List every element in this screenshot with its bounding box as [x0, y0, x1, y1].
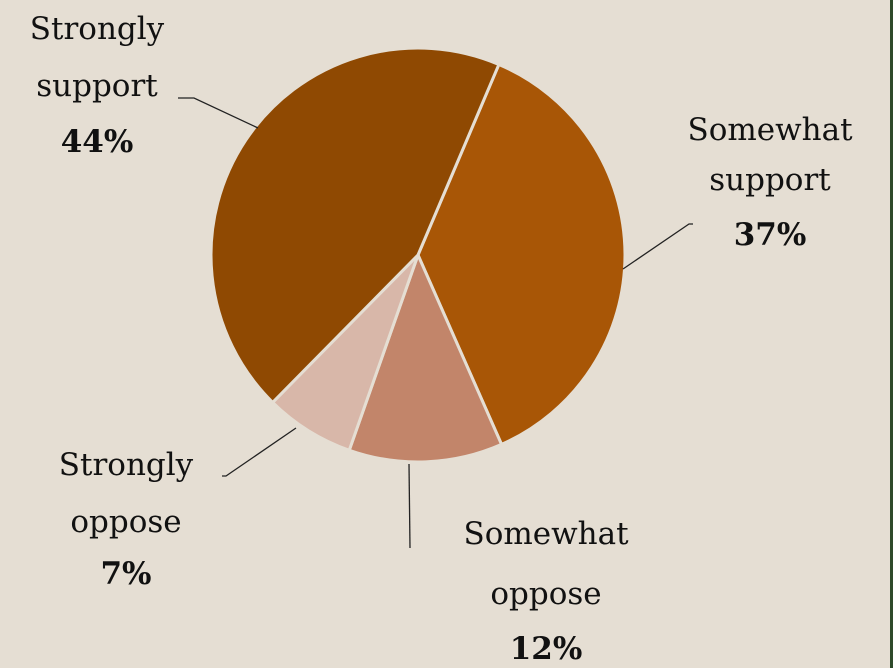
pie-slice-3 — [209, 46, 501, 404]
slice-percent-2: 7% — [100, 556, 151, 592]
leader-line-1 — [408, 463, 411, 549]
leader-line-3 — [178, 97, 259, 129]
slice-percent-3: 44% — [61, 124, 134, 160]
slice-label-2-line-1: oppose — [70, 504, 181, 540]
leader-line-2 — [222, 427, 297, 477]
right-border — [890, 0, 893, 668]
slice-label-1-line-1: oppose — [490, 576, 601, 612]
slice-label-0-line-1: support — [709, 162, 831, 198]
leader-line-0 — [622, 223, 693, 270]
slice-percent-1: 12% — [510, 631, 583, 667]
slice-label-3-line-0: Strongly — [30, 11, 165, 47]
slice-percent-0: 37% — [734, 217, 807, 253]
slice-label-0-line-0: Somewhat — [687, 112, 853, 148]
slice-label-3-line-1: support — [36, 68, 158, 104]
slice-label-2-line-0: Strongly — [59, 447, 194, 483]
slice-label-1-line-0: Somewhat — [463, 516, 629, 552]
pie-slice-1 — [347, 253, 504, 464]
pie-slice-0 — [416, 62, 627, 446]
